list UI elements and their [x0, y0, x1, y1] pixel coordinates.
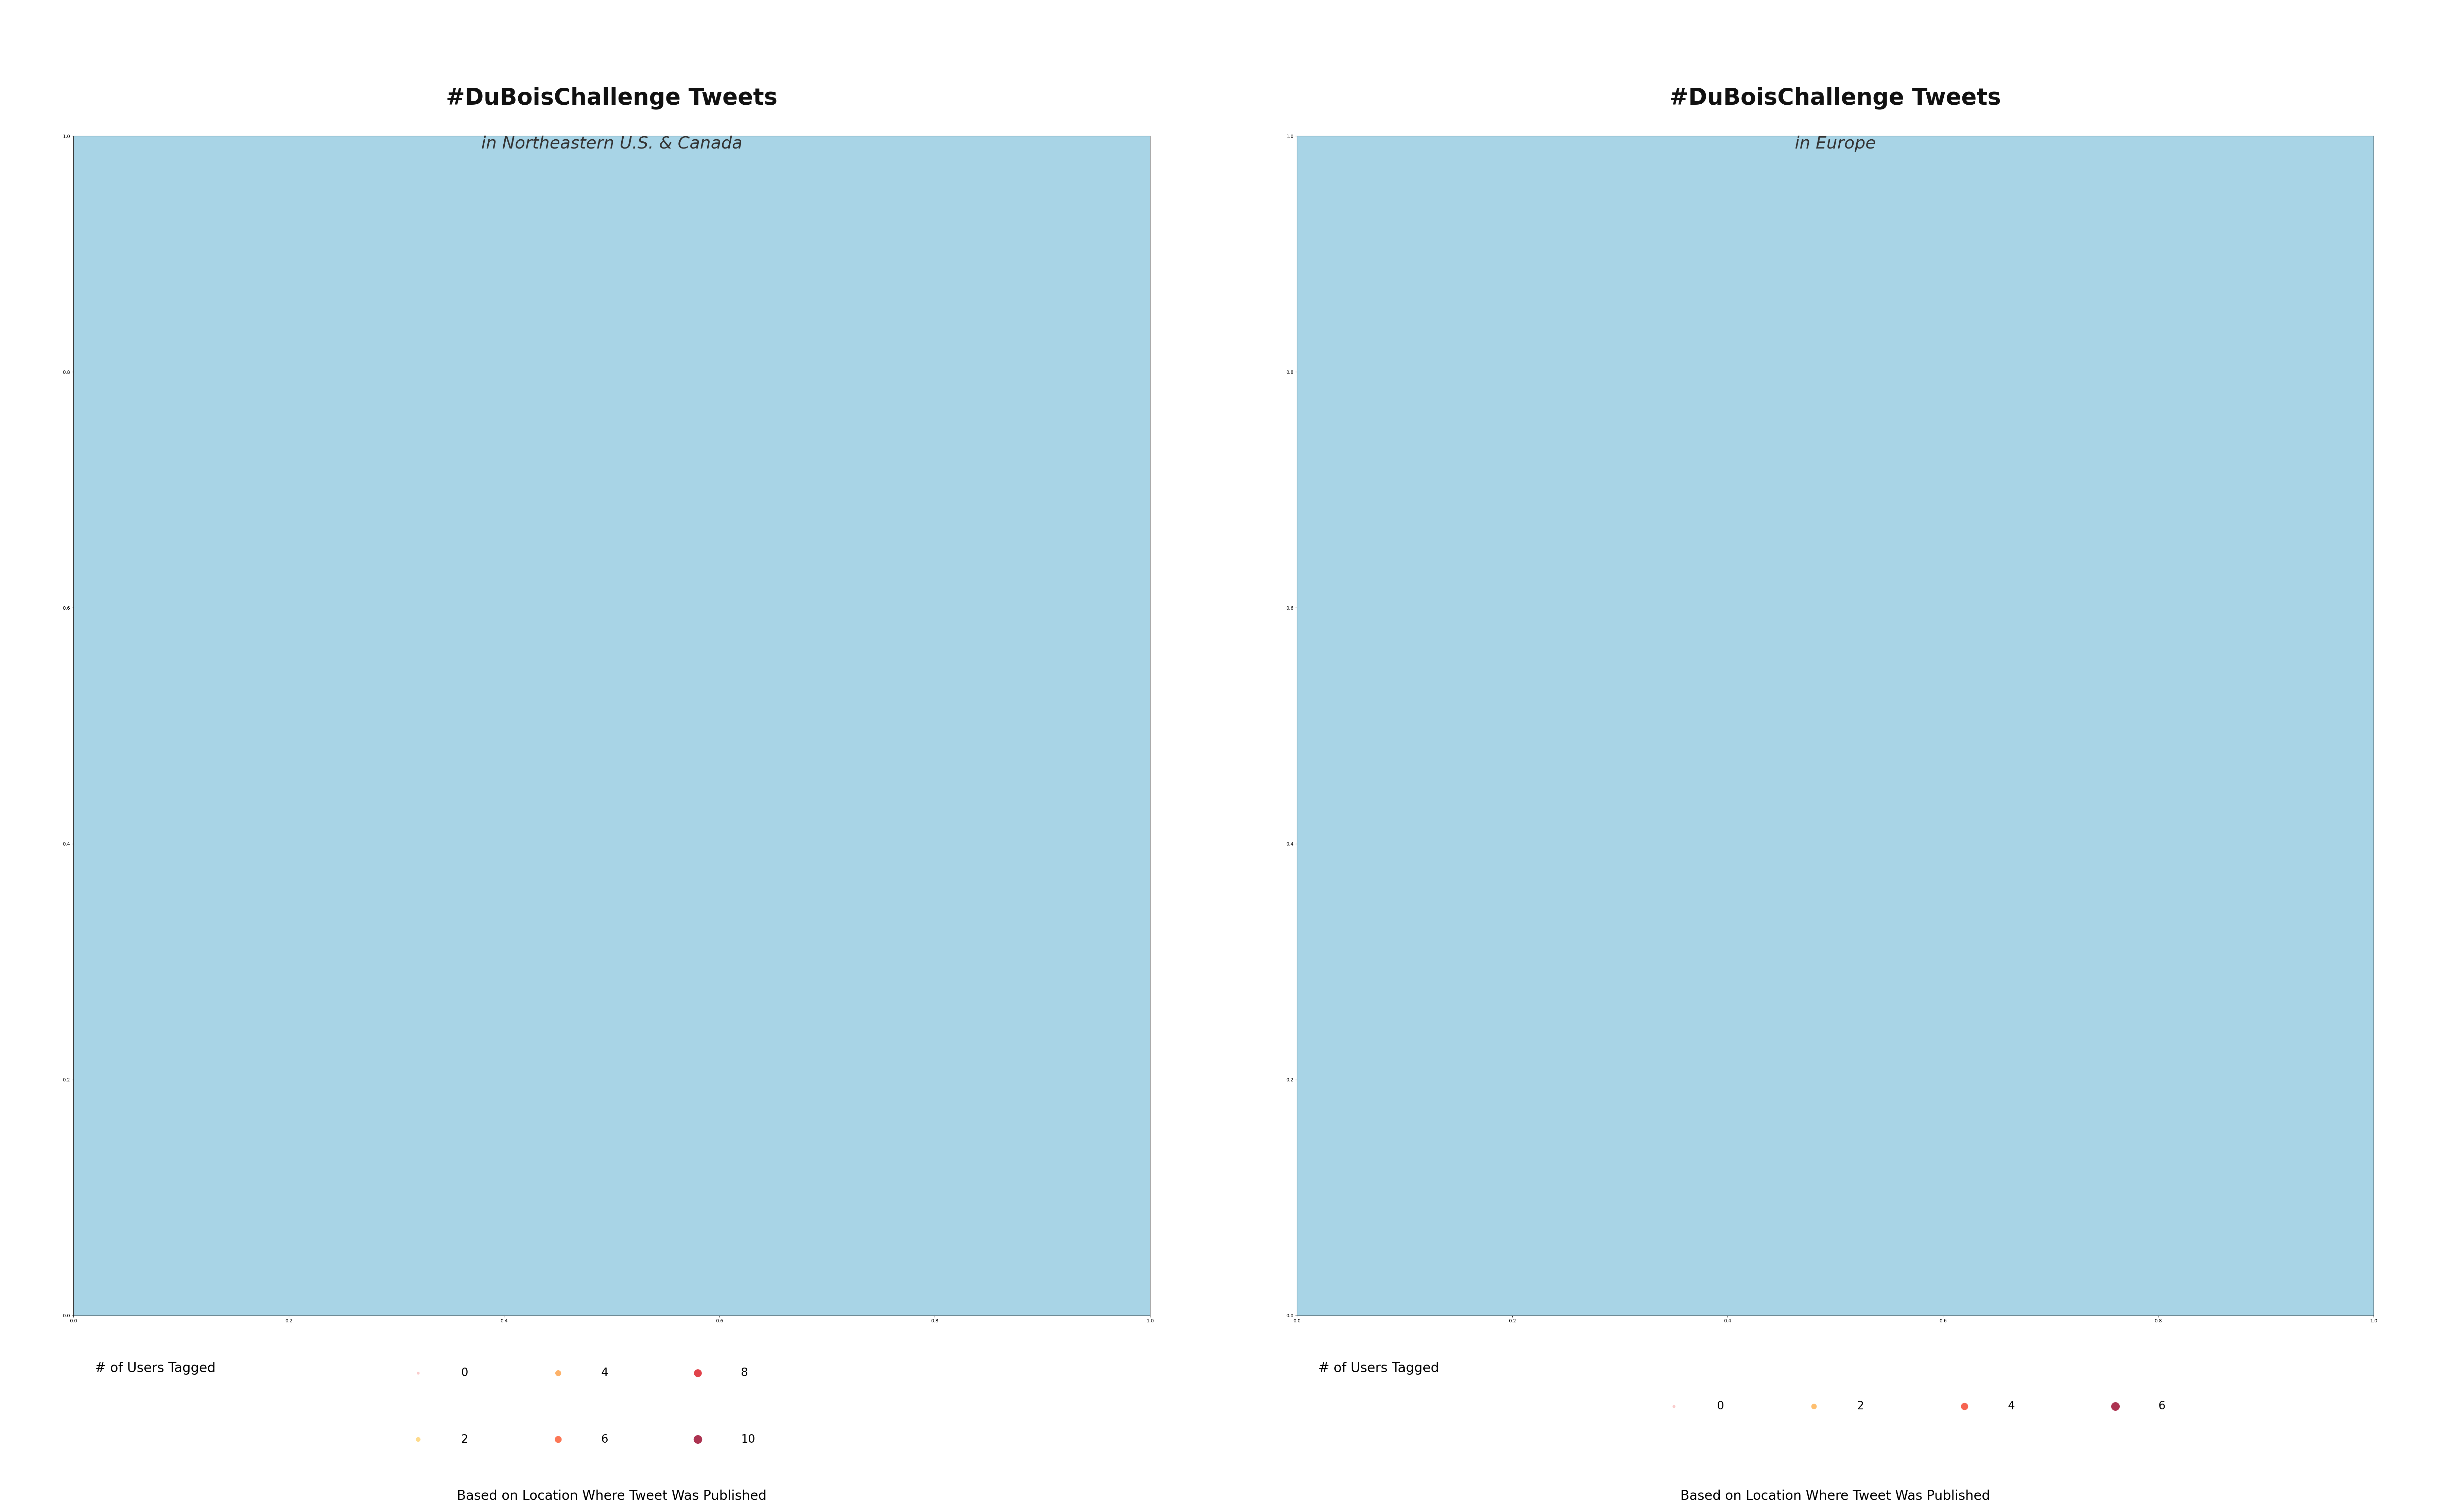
Text: # of Users Tagged: # of Users Tagged	[95, 1362, 215, 1374]
Text: in Northeastern U.S. & Canada: in Northeastern U.S. & Canada	[482, 136, 741, 151]
Text: Based on Location Where Tweet Was Published: Based on Location Where Tweet Was Publis…	[458, 1489, 766, 1503]
Text: # of Users Tagged: # of Users Tagged	[1319, 1362, 1439, 1374]
Text: 6: 6	[2158, 1400, 2166, 1412]
Text: 8: 8	[741, 1367, 749, 1379]
Text: #DuBoisChallenge Tweets: #DuBoisChallenge Tweets	[445, 88, 778, 109]
Text: in Europe: in Europe	[1794, 136, 1877, 151]
Text: 4: 4	[602, 1367, 609, 1379]
Text: #DuBoisChallenge Tweets: #DuBoisChallenge Tweets	[1669, 88, 2002, 109]
Text: 0: 0	[1718, 1400, 1725, 1412]
Text: 10: 10	[741, 1433, 756, 1445]
Text: 2: 2	[460, 1433, 467, 1445]
Text: Based on Location Where Tweet Was Published: Based on Location Where Tweet Was Publis…	[1681, 1489, 1989, 1503]
Text: 6: 6	[602, 1433, 609, 1445]
Text: 2: 2	[1857, 1400, 1865, 1412]
Text: 0: 0	[460, 1367, 467, 1379]
Text: 4: 4	[2007, 1400, 2014, 1412]
